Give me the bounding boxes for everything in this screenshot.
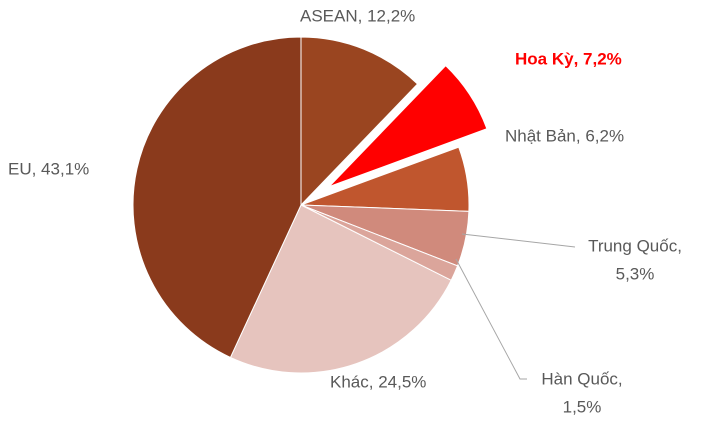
pie-slice (300, 36, 419, 207)
pie-slice (328, 64, 488, 188)
data-label: Trung Quốc, (588, 236, 682, 255)
data-label: Hàn Quốc, (541, 369, 622, 388)
pie-slice (229, 204, 452, 374)
leader-line (455, 258, 527, 380)
data-label: 5,3% (616, 264, 655, 283)
data-label: 1,5% (563, 397, 602, 416)
leader-line (461, 233, 576, 248)
data-label: EU, 43,1% (8, 159, 89, 178)
data-label: Khác, 24,5% (330, 372, 426, 391)
data-label: Nhật Bản, 6,2% (505, 126, 624, 145)
data-label: Hoa Kỳ, 7,2% (515, 49, 622, 68)
pie-slice (132, 36, 302, 359)
data-label: ASEAN, 12,2% (300, 6, 415, 25)
